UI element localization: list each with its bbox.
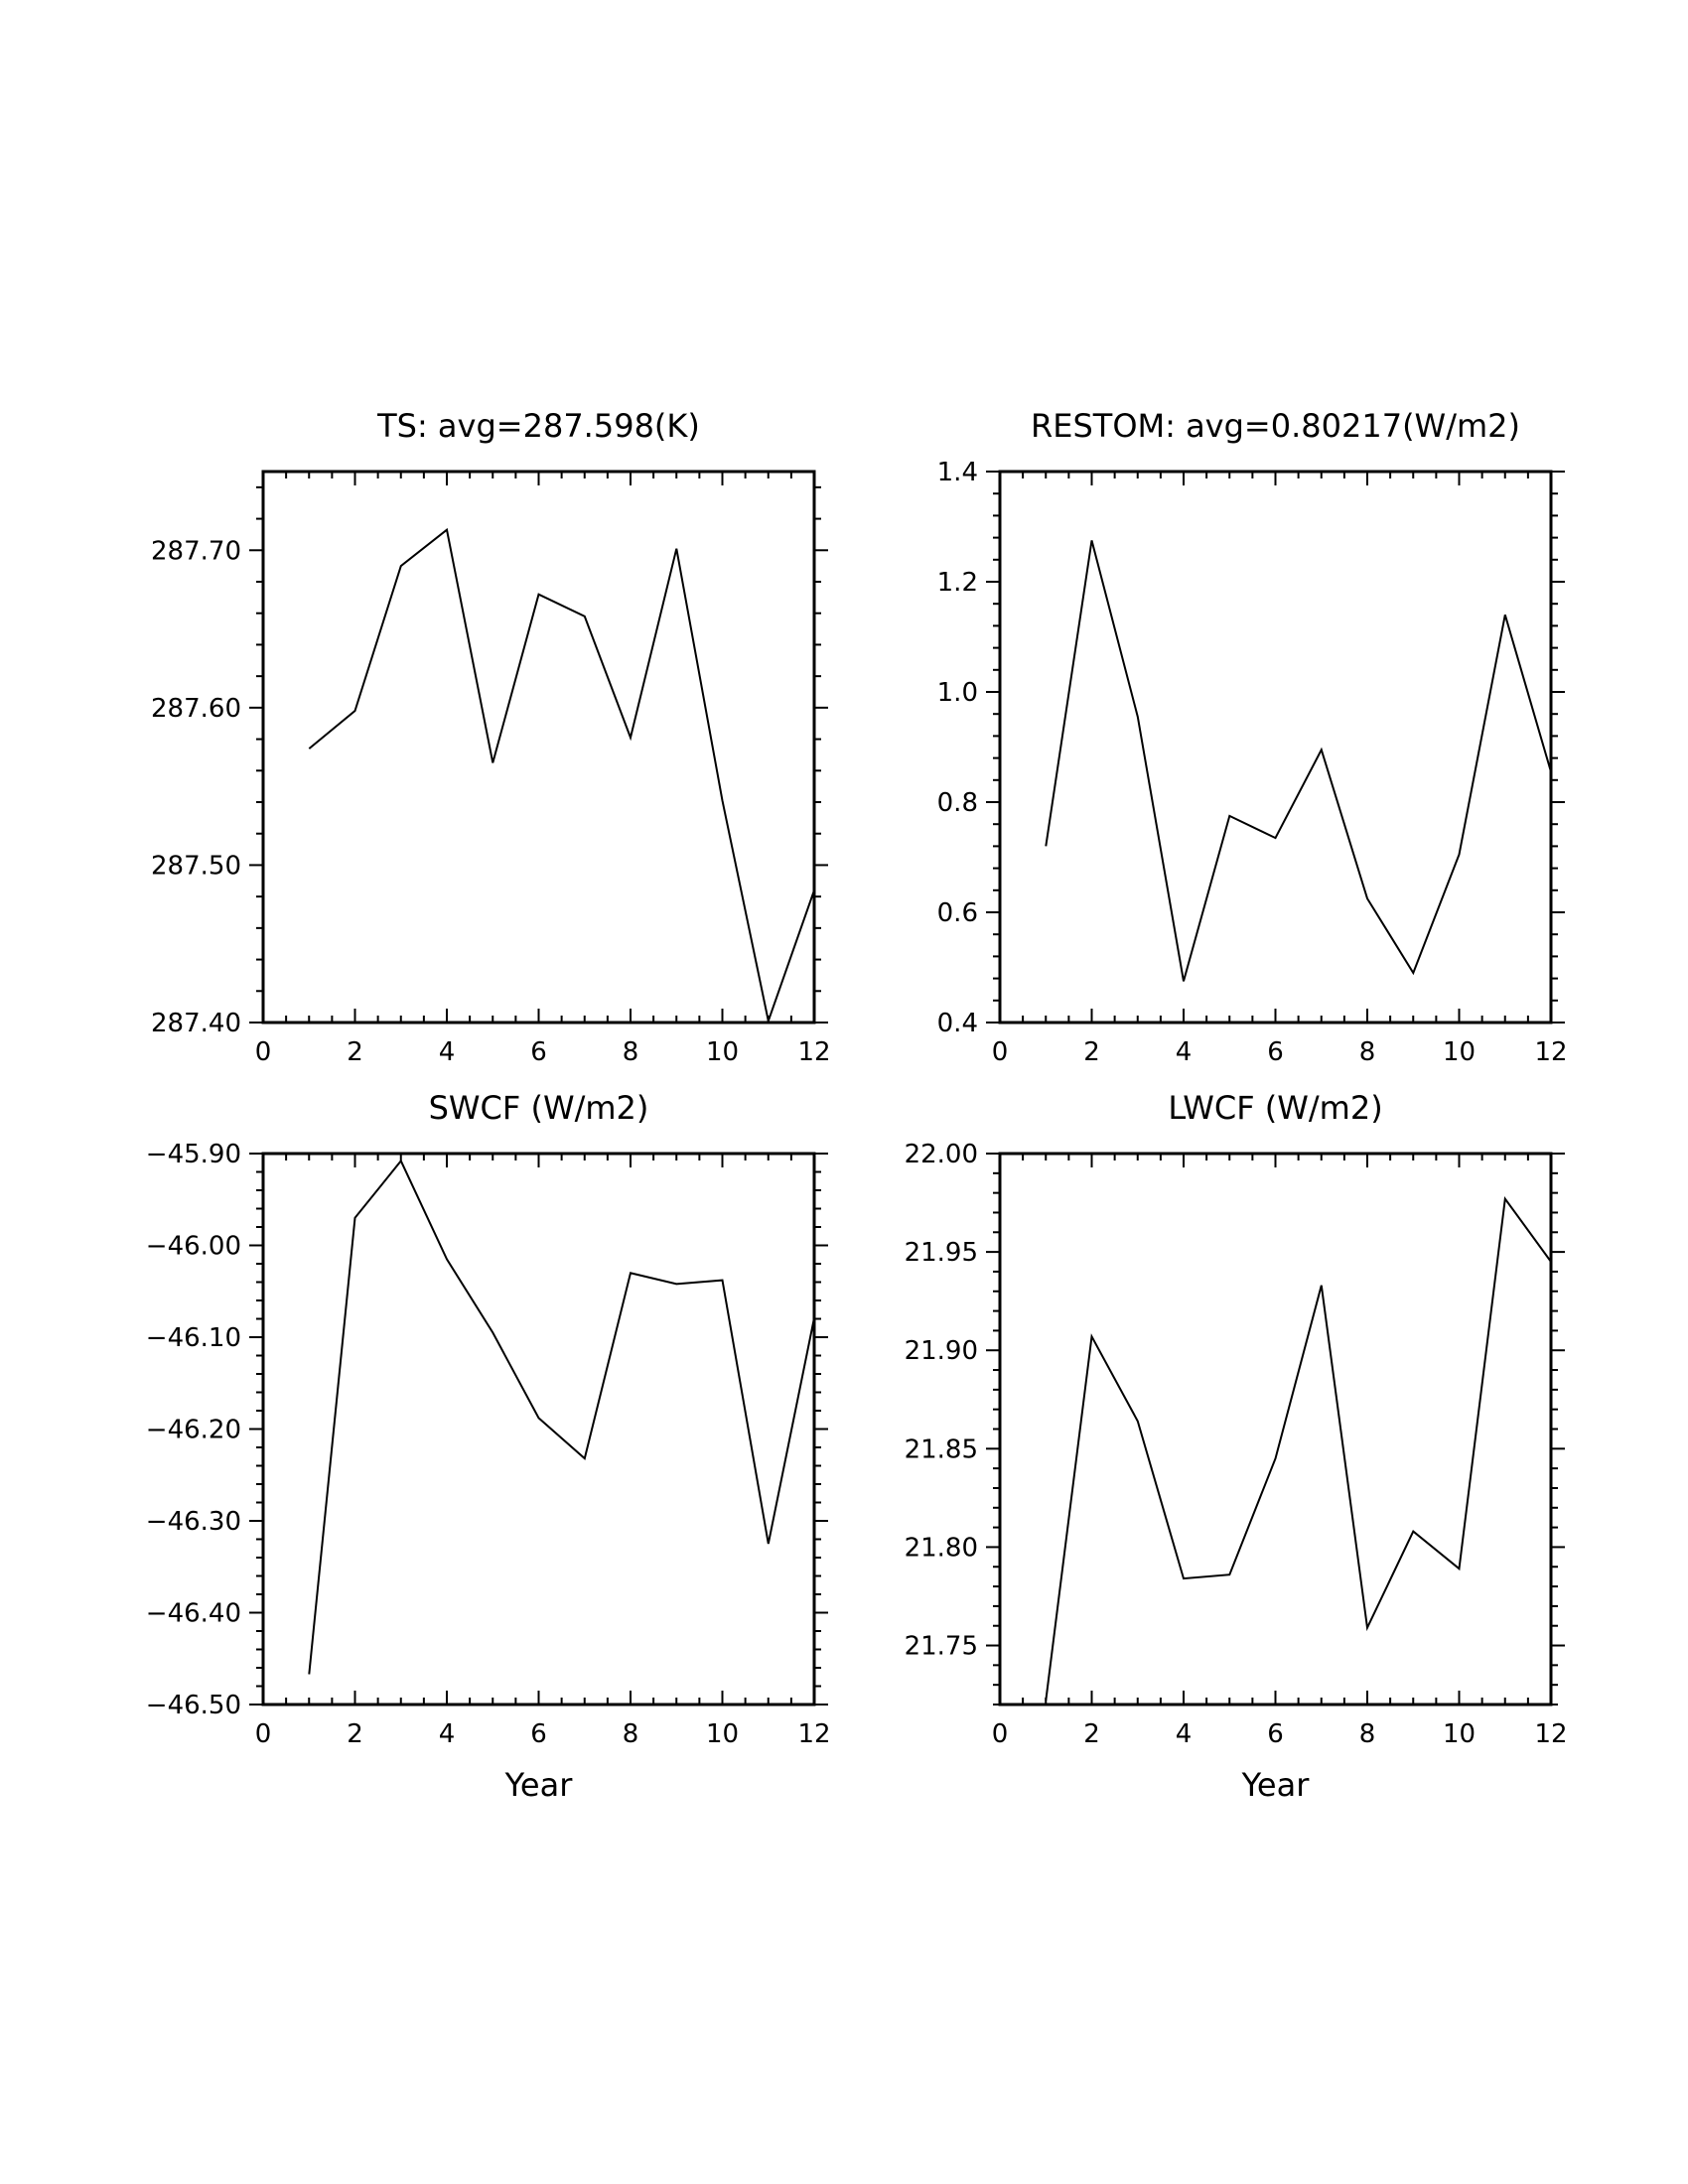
x-tick-label: 0 [255,1719,272,1749]
chart-restom: RESTOM: avg=0.80217(W/m2) 0 2 4 6 8 10 12 0.4 0.6… [937,407,1568,1067]
series-line-ts [308,527,814,1023]
chart-title: RESTOM: avg=0.80217(W/m2) [1031,407,1520,445]
x-tick-label: 2 [1083,1719,1100,1749]
y-tick-label: 287.40 [151,1009,241,1038]
y-tick-label: 0.6 [937,898,978,928]
x-tick-label: 4 [439,1037,456,1067]
y-tick-label: −46.10 [146,1323,241,1353]
plot-frame [261,470,816,1024]
y-tick-label: 21.95 [905,1238,978,1268]
chart-swcf: SWCF (W/m2) 0 2 4 6 8 10 12 −46.50 −46.40 −46.30 −4… [146,1089,831,1804]
x-tick-label: 8 [623,1037,639,1067]
x-tick-label: 10 [1443,1037,1476,1067]
y-tick-label: 0.8 [937,788,978,818]
x-axis-label: Year [1241,1766,1311,1804]
y-tick-label: −46.50 [146,1691,241,1720]
chart-title: LWCF (W/m2) [1168,1089,1382,1127]
chart-lwcf: LWCF (W/m2) 0 2 4 6 8 10 12 21.75 21.80 21.85 21.90… [905,1089,1568,1804]
plot-frame [998,1152,1553,1706]
x-tick-label: 6 [530,1037,547,1067]
y-tick-label: −45.90 [146,1140,241,1169]
x-tick-label: 8 [1359,1037,1376,1067]
x-tick-label: 4 [1176,1037,1193,1067]
chart-ts: TS: avg=287.598(K) 0 2 4 6 8 10 12 287.40 287.50 2… [151,407,831,1067]
x-tick-label: 8 [623,1719,639,1749]
y-tick-label: −46.00 [146,1232,241,1262]
y-tick-label: 21.75 [905,1632,978,1662]
x-tick-label: 4 [1176,1719,1193,1749]
x-tick-label: 10 [706,1719,739,1749]
y-tick-label: −46.20 [146,1416,241,1445]
plot-frame [998,470,1553,1024]
x-tick-label: 4 [439,1719,456,1749]
y-tick-label: 21.80 [905,1533,978,1563]
x-tick-label: 0 [992,1037,1009,1067]
x-tick-label: 10 [1443,1719,1476,1749]
x-tick-label: 2 [347,1719,363,1749]
x-tick-label: 8 [1359,1719,1376,1749]
x-axis-label: Year [504,1766,574,1804]
y-tick-label: 287.70 [151,536,241,566]
y-tick-label: 287.50 [151,851,241,881]
x-tick-label: 0 [992,1719,1009,1749]
y-tick-label: 1.2 [937,568,978,598]
x-tick-label: 12 [797,1037,830,1067]
y-tick-label: 1.4 [937,458,978,487]
y-tick-label: −46.40 [146,1599,241,1629]
chart-title: TS: avg=287.598(K) [376,407,700,445]
y-tick-label: 0.4 [937,1009,978,1038]
series-line-lwcf [1045,1195,1551,1702]
x-tick-label: 0 [255,1037,272,1067]
x-tick-label: 2 [347,1037,363,1067]
y-tick-label: 21.90 [905,1336,978,1366]
y-tick-label: 22.00 [905,1140,978,1169]
x-tick-label: 6 [530,1719,547,1749]
x-tick-label: 10 [706,1037,739,1067]
x-tick-label: 12 [797,1719,830,1749]
x-tick-label: 2 [1083,1037,1100,1067]
y-tick-label: 287.60 [151,694,241,724]
x-tick-label: 12 [1534,1037,1567,1067]
chart-title: SWCF (W/m2) [429,1089,649,1127]
y-tick-label: −46.30 [146,1507,241,1537]
x-tick-label: 6 [1267,1719,1284,1749]
x-tick-label: 6 [1267,1037,1284,1067]
plot-frame [261,1152,816,1706]
series-line-restom [1045,540,1551,982]
series-line-swcf [308,1159,814,1675]
y-tick-label: 21.85 [905,1434,978,1464]
y-tick-label: 1.0 [937,678,978,708]
x-tick-label: 12 [1534,1719,1567,1749]
